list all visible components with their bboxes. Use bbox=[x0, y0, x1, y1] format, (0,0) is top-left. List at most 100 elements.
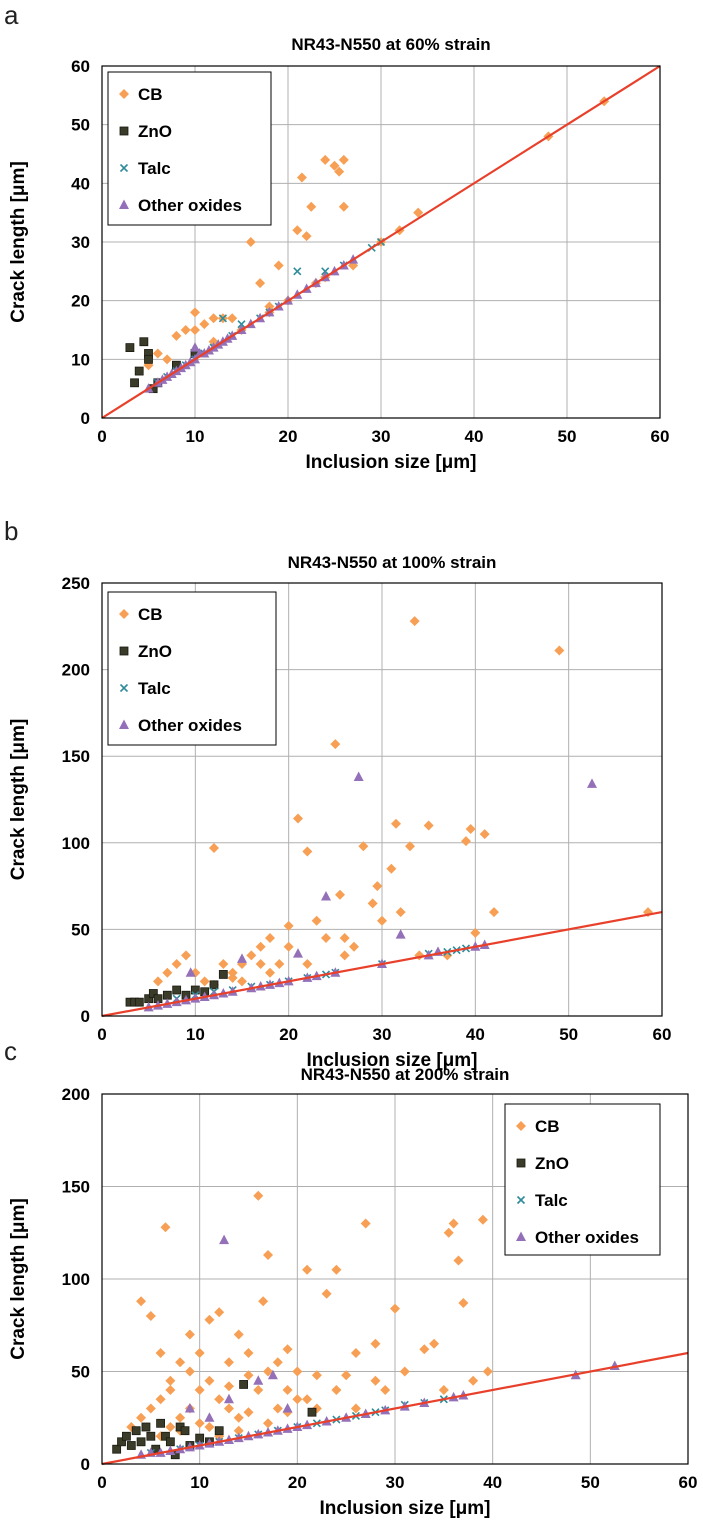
chart-b-scatter: NR43-N550 at 100% strain 0 10 20 30 40 50 60 0 50… bbox=[8, 553, 671, 1071]
data-point bbox=[171, 330, 182, 341]
data-point bbox=[274, 959, 285, 970]
data-point bbox=[282, 1385, 293, 1395]
data-point bbox=[367, 898, 378, 909]
data-point bbox=[165, 1437, 175, 1447]
y-tick-label: 200 bbox=[62, 661, 90, 680]
data-point bbox=[204, 1314, 215, 1325]
data-point bbox=[292, 1366, 303, 1377]
data-point bbox=[156, 1418, 166, 1428]
legend-label: CB bbox=[535, 1117, 560, 1136]
data-point bbox=[423, 820, 434, 831]
data-point bbox=[223, 1393, 234, 1404]
data-point bbox=[255, 278, 266, 289]
data-point bbox=[162, 990, 172, 1000]
data-point bbox=[239, 1380, 249, 1389]
data-point bbox=[153, 976, 163, 987]
data-point bbox=[283, 920, 294, 931]
plot-frame bbox=[101, 65, 661, 419]
data-point bbox=[255, 941, 266, 952]
data-point bbox=[350, 1403, 361, 1414]
data-point bbox=[218, 959, 229, 970]
data-point bbox=[479, 829, 490, 840]
data-point bbox=[209, 980, 219, 990]
data-point bbox=[311, 1370, 322, 1381]
data-point bbox=[339, 933, 350, 944]
data-point bbox=[263, 1418, 274, 1429]
data-point bbox=[353, 771, 364, 781]
reference-line bbox=[101, 65, 661, 419]
x-tick-label: 0 bbox=[97, 1473, 106, 1492]
data-point bbox=[311, 915, 322, 926]
legend-label: CB bbox=[138, 605, 163, 624]
data-point bbox=[413, 207, 424, 218]
y-tick-label: 40 bbox=[71, 174, 90, 193]
data-point bbox=[273, 260, 284, 271]
y-tick-label: 100 bbox=[62, 834, 90, 853]
panel-a: a NR43-N550 at 60% strain 0 10 20 30 40 50 60 0 1… bbox=[0, 0, 703, 505]
data-point bbox=[208, 313, 219, 324]
y-axis-label: Crack length [μm] bbox=[8, 1198, 29, 1360]
legend-marker bbox=[516, 1231, 526, 1241]
data-point bbox=[237, 953, 247, 963]
data-point bbox=[227, 972, 238, 983]
data-point bbox=[184, 1366, 195, 1377]
chart-title: NR43-N550 at 60% strain bbox=[291, 35, 490, 54]
series-cb bbox=[153, 616, 653, 990]
data-point bbox=[302, 1394, 313, 1405]
legend-label: Talc bbox=[138, 159, 171, 178]
data-point bbox=[223, 1403, 234, 1414]
data-point bbox=[194, 1418, 205, 1429]
x-axis-label: Inclusion size [μm] bbox=[306, 1050, 477, 1071]
data-point bbox=[265, 967, 275, 978]
x-tick-label: 40 bbox=[483, 1473, 502, 1492]
plot-frame bbox=[101, 1093, 689, 1465]
legend-marker bbox=[516, 1195, 526, 1205]
data-point bbox=[358, 841, 369, 852]
y-tick-label: 50 bbox=[71, 1363, 90, 1382]
y-tick-label: 200 bbox=[62, 1085, 90, 1104]
data-point bbox=[395, 907, 406, 918]
data-point bbox=[331, 1264, 342, 1275]
data-point bbox=[144, 354, 153, 364]
data-point bbox=[245, 237, 256, 247]
x-tick-label: 50 bbox=[581, 1473, 600, 1492]
legend-label: ZnO bbox=[138, 122, 172, 141]
x-tick-label: 30 bbox=[386, 1473, 405, 1492]
data-point bbox=[272, 1403, 283, 1414]
data-point bbox=[302, 846, 313, 857]
data-point bbox=[253, 1375, 264, 1385]
data-point bbox=[223, 1381, 234, 1392]
data-point bbox=[243, 1370, 254, 1381]
data-point bbox=[461, 836, 471, 847]
data-point bbox=[126, 1441, 136, 1450]
data-point bbox=[338, 201, 349, 212]
x-tick-label: 20 bbox=[279, 1025, 298, 1044]
data-point bbox=[335, 889, 345, 900]
data-point bbox=[453, 1255, 464, 1266]
data-point bbox=[237, 976, 247, 987]
data-point bbox=[145, 1403, 156, 1414]
legend-label: Other oxides bbox=[138, 716, 242, 735]
data-point bbox=[468, 1375, 479, 1386]
x-tick-label: 40 bbox=[466, 1025, 485, 1044]
data-point bbox=[301, 231, 312, 242]
data-point bbox=[162, 967, 173, 978]
data-point bbox=[399, 1366, 410, 1377]
data-point bbox=[338, 154, 349, 165]
data-point bbox=[209, 842, 219, 853]
reference-line bbox=[101, 910, 663, 1018]
data-point bbox=[194, 1348, 205, 1358]
chart-title: NR43-N550 at 100% strain bbox=[288, 553, 497, 572]
y-axis-label: Crack length [μm] bbox=[8, 719, 29, 881]
data-point bbox=[339, 950, 350, 961]
data-point bbox=[419, 1344, 430, 1355]
y-axis-label: Crack length [μm] bbox=[8, 161, 29, 323]
data-point bbox=[321, 890, 331, 901]
x-tick-label: 30 bbox=[372, 427, 391, 446]
data-point bbox=[377, 915, 387, 926]
data-point bbox=[267, 1369, 278, 1380]
data-point bbox=[172, 985, 182, 995]
data-point bbox=[125, 343, 135, 353]
data-point bbox=[136, 1412, 147, 1423]
y-tick-label: 150 bbox=[62, 1178, 90, 1197]
